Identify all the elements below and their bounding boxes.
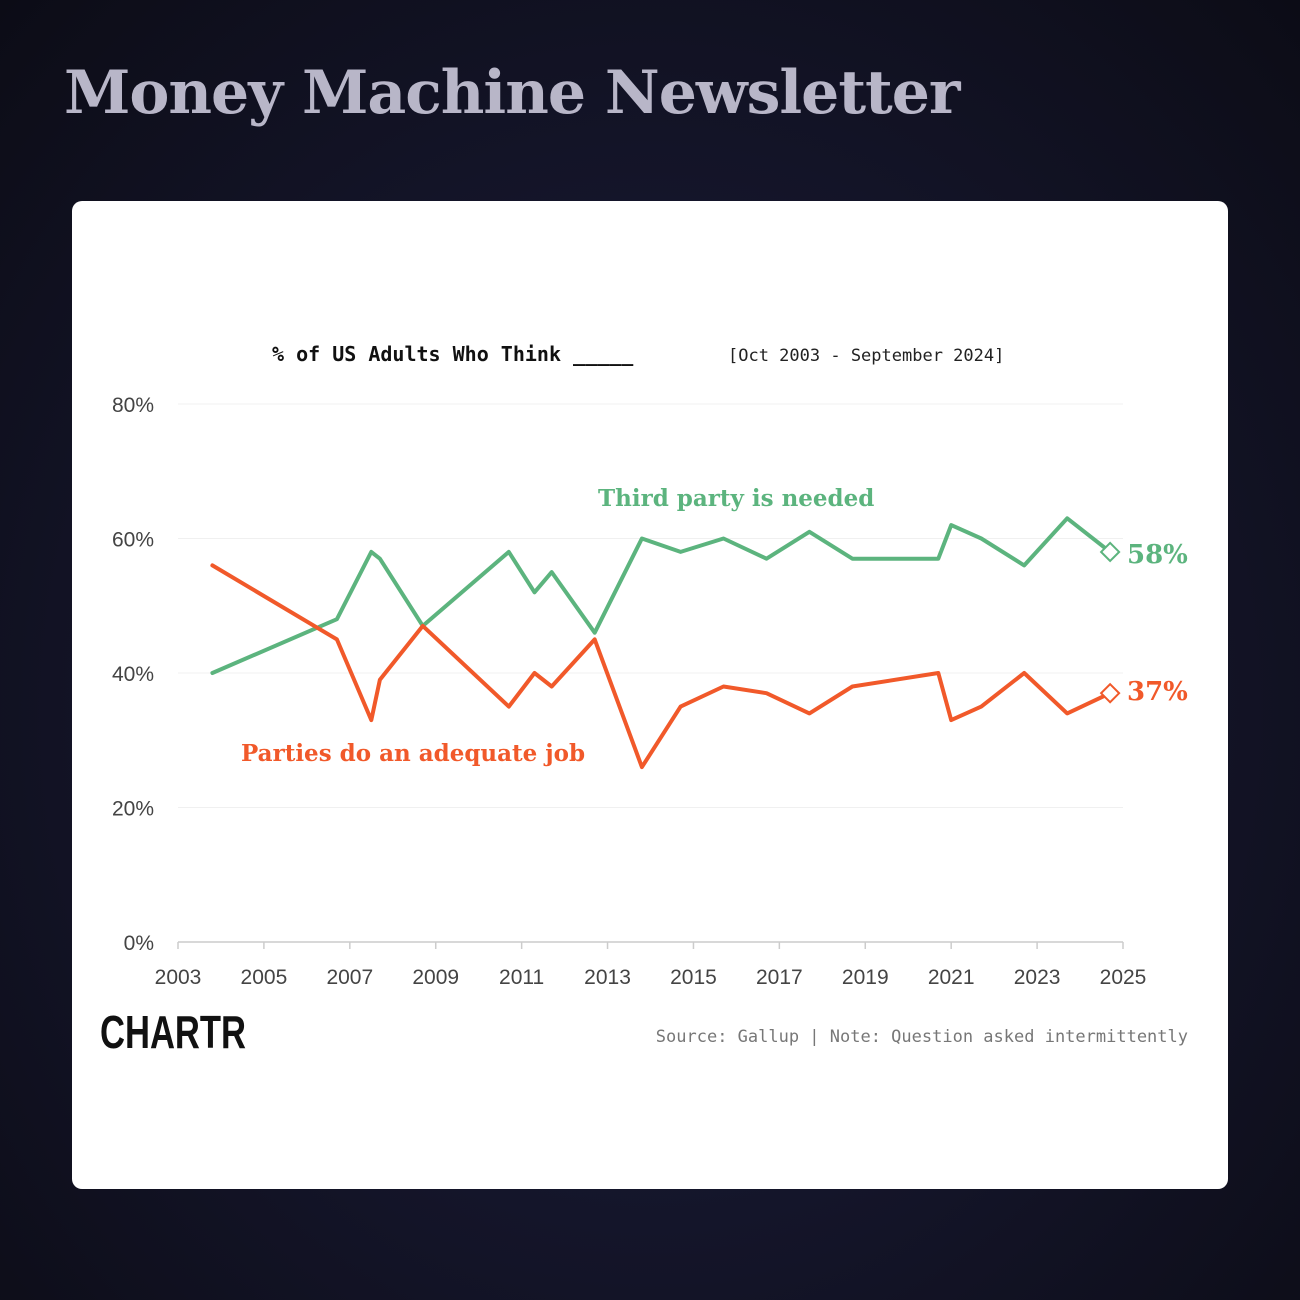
end-marker-third-party bbox=[1099, 541, 1121, 563]
x-tick-label: 2009 bbox=[412, 966, 459, 989]
x-tick-label: 2025 bbox=[1100, 966, 1147, 989]
series-line-third-party bbox=[210, 516, 1113, 675]
y-axis-ticks: 0% 20% 40% 60% 80% bbox=[112, 394, 154, 955]
x-tick-label: 2013 bbox=[584, 966, 631, 989]
x-tick-label: 2003 bbox=[155, 966, 202, 989]
x-tick-label: 2017 bbox=[756, 966, 803, 989]
chart-title: % of US Adults Who Think _____ bbox=[272, 342, 634, 366]
y-tick-label: 80% bbox=[112, 394, 154, 417]
x-tick-label: 2023 bbox=[1014, 966, 1061, 989]
x-axis: 2003 2005 2007 2009 2011 2013 2015 2017 2019 2021… bbox=[155, 941, 1147, 989]
line-chart: % of US Adults Who Think _____ [Oct 2003… bbox=[100, 342, 1188, 1058]
series-lines bbox=[210, 516, 1121, 770]
y-tick-label: 60% bbox=[112, 529, 154, 552]
gridlines bbox=[178, 403, 1123, 808]
source-note: Source: Gallup | Note: Question asked in… bbox=[656, 1027, 1188, 1047]
chart-subtitle: [Oct 2003 - September 2024] bbox=[728, 346, 1004, 366]
x-tick-label: 2005 bbox=[241, 966, 288, 989]
x-tick-label: 2011 bbox=[499, 966, 544, 989]
series-line-parties-adequate bbox=[210, 563, 1113, 770]
series-label-parties-adequate: Parties do an adequate job bbox=[241, 740, 585, 767]
end-label-third-party: 58% bbox=[1127, 540, 1188, 570]
end-marker-parties-adequate bbox=[1099, 682, 1121, 704]
newsletter-title: Money Machine Newsletter bbox=[64, 58, 961, 128]
x-tick-label: 2007 bbox=[326, 966, 373, 989]
y-tick-label: 0% bbox=[124, 932, 154, 955]
chart-card: % of US Adults Who Think _____ [Oct 2003… bbox=[72, 201, 1228, 1189]
series-label-third-party: Third party is needed bbox=[598, 485, 874, 512]
y-tick-label: 20% bbox=[112, 798, 154, 821]
x-tick-label: 2015 bbox=[670, 966, 717, 989]
end-label-parties-adequate: 37% bbox=[1127, 677, 1188, 707]
chartr-logo: CHARTR bbox=[100, 1006, 246, 1058]
y-tick-label: 40% bbox=[112, 663, 154, 686]
x-tick-label: 2019 bbox=[842, 966, 889, 989]
x-tick-label: 2021 bbox=[928, 966, 975, 989]
